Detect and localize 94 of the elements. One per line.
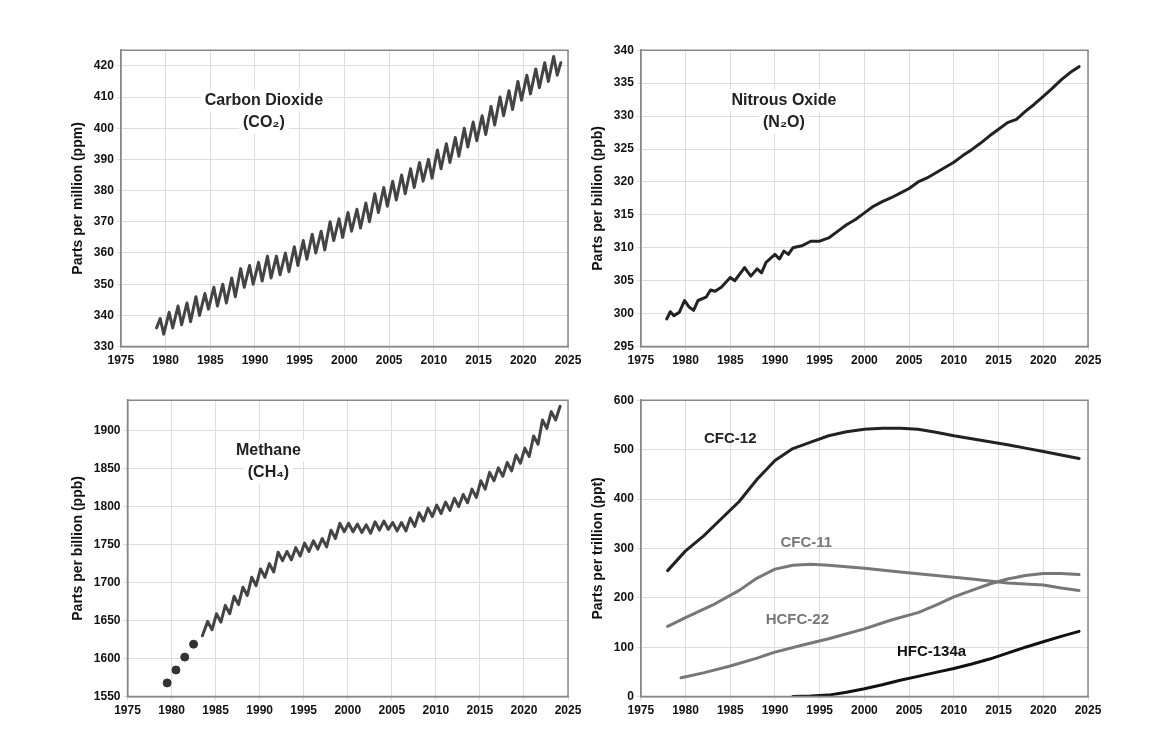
x-tick-label: 2005 xyxy=(895,703,923,718)
y-tick-label: 330 xyxy=(93,338,115,353)
x-tick-label: 1995 xyxy=(806,353,834,368)
x-tick-label: 1975 xyxy=(627,703,655,718)
x-tick-label: 2010 xyxy=(420,353,448,368)
x-tick-label: 2020 xyxy=(1029,703,1057,718)
x-tick-label: 2020 xyxy=(509,353,537,368)
x-tick-label: 2020 xyxy=(1029,353,1057,368)
y-tick-label: 1900 xyxy=(93,422,121,437)
y-tick-label: 305 xyxy=(613,273,635,288)
x-tick-label: 1990 xyxy=(246,703,274,718)
y-tick-label: 1800 xyxy=(93,498,121,513)
x-tick-label: 1975 xyxy=(627,353,655,368)
y-tick-label: 410 xyxy=(93,89,115,104)
text: Carbon Dioxide (CO₂) xyxy=(204,90,324,130)
x-tick-label: 2015 xyxy=(466,703,494,718)
y-axis-title: Parts per million (ppm) xyxy=(69,122,86,275)
point xyxy=(189,639,199,649)
x-tick-label: 1995 xyxy=(290,703,318,718)
x-tick-label: 2025 xyxy=(1074,703,1102,718)
x-tick-label: 1990 xyxy=(241,353,269,368)
x-tick-label: 2025 xyxy=(554,353,582,368)
y-tick-label: 0 xyxy=(627,688,635,703)
x-tick-label: 2015 xyxy=(985,353,1013,368)
x-tick-label: 1995 xyxy=(806,703,834,718)
y-tick-label: 420 xyxy=(93,58,115,73)
y-tick-label: 300 xyxy=(613,540,635,555)
text: Nitrous Oxide (N₂O) xyxy=(731,90,837,130)
y-tick-label: 340 xyxy=(613,42,635,57)
x-tick-label: 2025 xyxy=(1074,353,1102,368)
x-tick-label: 1990 xyxy=(761,703,789,718)
x-tick-label: 1995 xyxy=(286,353,314,368)
y-tick-label: 350 xyxy=(93,276,115,291)
y-tick-label: 1700 xyxy=(93,574,121,589)
x-tick-label: 1985 xyxy=(716,353,744,368)
y-tick-label: 500 xyxy=(613,441,635,456)
y-tick-label: 100 xyxy=(613,639,635,654)
y-tick-label: 300 xyxy=(613,305,635,320)
series-label: CFC-11 xyxy=(780,532,833,550)
x-tick-label: 2025 xyxy=(554,703,582,718)
y-axis-title: Parts per trillion (ppt) xyxy=(589,477,606,620)
x-tick-label: 2010 xyxy=(422,703,450,718)
x-tick-label: 2015 xyxy=(465,353,493,368)
x-tick-label: 2015 xyxy=(985,703,1013,718)
x-tick-label: 2000 xyxy=(851,353,879,368)
x-tick-label: 1990 xyxy=(761,353,789,368)
y-tick-label: 370 xyxy=(93,214,115,229)
x-tick-label: 2010 xyxy=(940,703,968,718)
y-tick-label: 325 xyxy=(613,141,635,156)
x-tick-label: 1980 xyxy=(158,703,186,718)
y-tick-label: 310 xyxy=(613,240,635,255)
x-tick-label: 1980 xyxy=(152,353,180,368)
x-tick-label: 2005 xyxy=(895,353,923,368)
series-label: CFC-12 xyxy=(704,428,757,446)
y-axis-title: Parts per billion (ppb) xyxy=(69,476,86,621)
y-tick-label: 1650 xyxy=(93,612,121,627)
y-tick-label: 340 xyxy=(93,307,115,322)
y-tick-label: 1550 xyxy=(93,688,121,703)
x-tick-label: 2005 xyxy=(378,703,406,718)
series-label: HCFC-22 xyxy=(765,609,830,627)
y-tick-label: 1600 xyxy=(93,650,121,665)
y-tick-label: 360 xyxy=(93,245,115,260)
y-tick-label: 400 xyxy=(613,491,635,506)
y-tick-label: 295 xyxy=(613,338,635,353)
x-tick-label: 2005 xyxy=(375,353,403,368)
x-tick-label: 2000 xyxy=(851,703,879,718)
y-axis-title: Parts per billion (ppb) xyxy=(589,126,606,271)
x-tick-label: 1980 xyxy=(672,353,700,368)
y-tick-label: 1850 xyxy=(93,460,121,475)
series-label: HFC-134a xyxy=(896,642,967,660)
x-tick-label: 1985 xyxy=(196,353,224,368)
y-tick-label: 390 xyxy=(93,151,115,166)
x-tick-label: 1980 xyxy=(672,703,700,718)
x-tick-label: 2000 xyxy=(331,353,359,368)
y-tick-label: 200 xyxy=(613,590,635,605)
text: Methane (CH₄) xyxy=(236,440,301,480)
x-tick-label: 2020 xyxy=(510,703,538,718)
y-tick-label: 315 xyxy=(613,207,635,222)
x-tick-label: 2000 xyxy=(334,703,362,718)
y-tick-label: 335 xyxy=(613,75,635,90)
y-tick-label: 1750 xyxy=(93,536,121,551)
x-tick-label: 1975 xyxy=(107,353,135,368)
y-tick-label: 330 xyxy=(613,108,635,123)
x-tick-label: 1975 xyxy=(114,703,142,718)
x-tick-label: 1985 xyxy=(202,703,230,718)
point xyxy=(171,665,181,675)
y-tick-label: 600 xyxy=(613,392,635,407)
x-tick-label: 1985 xyxy=(716,703,744,718)
point xyxy=(180,652,190,662)
x-tick-label: 2010 xyxy=(940,353,968,368)
y-tick-label: 320 xyxy=(613,174,635,189)
point xyxy=(162,678,172,688)
y-tick-label: 380 xyxy=(93,182,115,197)
y-tick-label: 400 xyxy=(93,120,115,135)
